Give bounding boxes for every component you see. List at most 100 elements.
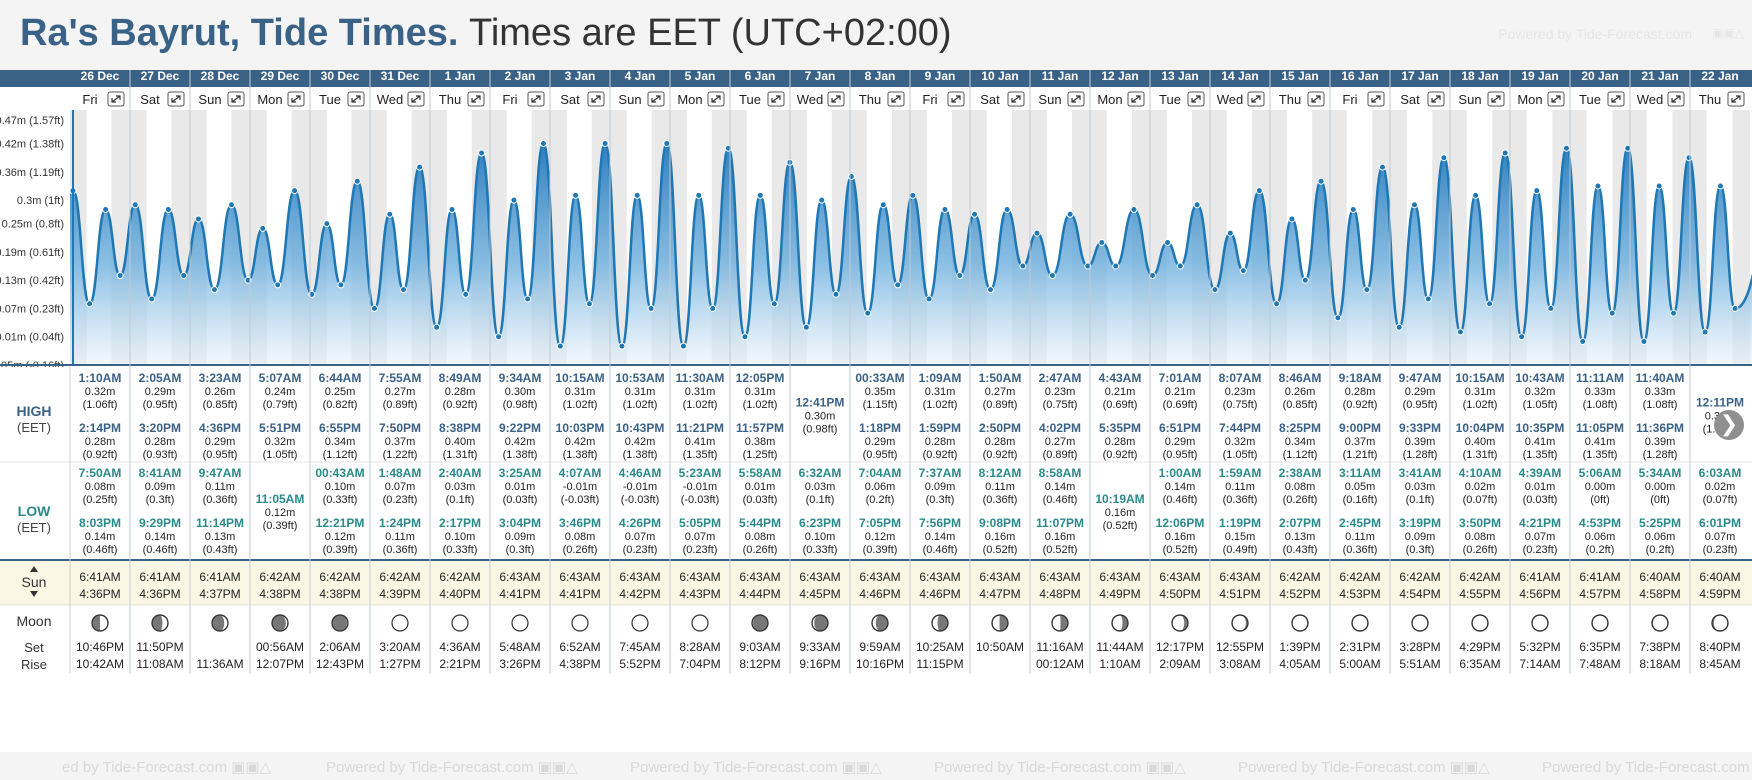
sunset-time: 4:59PM	[1699, 587, 1740, 601]
high-tide-height-ft: (1.05ft)	[1223, 449, 1258, 461]
moon-phase-icon	[331, 614, 349, 632]
low-tide-height-ft: (-0.03ft)	[621, 494, 660, 506]
low-tide-point	[1363, 286, 1371, 294]
high-tide-time: 11:30AM	[676, 371, 725, 385]
high-tide-height-m: 0.32m	[1525, 386, 1556, 398]
high-tide-height-ft: (1.05ft)	[1523, 399, 1558, 411]
high-tide-height-m: 0.33m	[1585, 386, 1616, 398]
day-of-week: Mon	[257, 92, 282, 107]
high-tide-height-m: 0.27m	[385, 386, 416, 398]
low-tide-point	[400, 286, 407, 294]
day-date: 26 Dec	[81, 70, 120, 83]
low-tide-height-ft: (0.46ft)	[1163, 494, 1198, 506]
location-title: Ra's Bayrut, Tide Times.	[20, 12, 459, 54]
low-tide-height-ft: (0.2ft)	[1586, 544, 1615, 556]
moon-outline	[271, 614, 289, 632]
expand-icon	[1371, 95, 1381, 103]
sunset-time: 4:46PM	[859, 587, 900, 601]
high-tide-height-m: 0.38m	[745, 436, 776, 448]
day-of-week: Mon	[1097, 92, 1122, 107]
high-tide-height-m: 0.42m	[625, 436, 656, 448]
sunrise-time: 6:41AM	[1579, 570, 1620, 584]
low-tide-height-m: 0.13m	[205, 531, 236, 543]
low-tide-height-ft: (0.26ft)	[1463, 544, 1498, 556]
high-tide-height-ft: (0.95ft)	[863, 449, 898, 461]
moonrise-time: 4:05AM	[1279, 657, 1320, 671]
high-tide-time: 8:25PM	[1279, 421, 1321, 435]
sunset-time: 4:41PM	[559, 587, 600, 601]
low-tide-point	[1334, 314, 1342, 322]
low-tide-point	[556, 342, 564, 350]
day-of-week: Sat	[980, 92, 1000, 107]
moonrise-time: 3:08AM	[1219, 657, 1260, 671]
moon-outline	[151, 614, 169, 632]
moon-outline	[1051, 614, 1069, 632]
day-date: 11 Jan	[1042, 70, 1079, 83]
high-tide-point	[478, 149, 486, 157]
expand-icon	[1551, 95, 1561, 103]
high-tide-height-m: 0.23m	[1225, 386, 1256, 398]
high-tide-height-m: 0.23m	[1045, 386, 1076, 398]
moon-outline	[991, 614, 1009, 632]
low-tide-time: 9:47AM	[199, 466, 242, 480]
high-tide-height-ft: (0.82ft)	[323, 399, 358, 411]
high-tide-point	[1379, 163, 1386, 171]
high-tide-height-ft: (0.92ft)	[923, 449, 958, 461]
low-tide-time: 7:56PM	[919, 516, 961, 530]
high-tide-time: 9:18AM	[1339, 371, 1382, 385]
low-tide-point	[371, 304, 378, 312]
high-tide-time: 11:36PM	[1636, 421, 1684, 435]
low-tide-time: 9:08PM	[979, 516, 1021, 530]
high-tide-time: 7:50PM	[379, 421, 421, 435]
low-tide-height-m: 0.02m	[1705, 481, 1736, 493]
high-tide-time: 5:07AM	[259, 371, 302, 385]
moon-outline	[931, 614, 949, 632]
y-tick-label: 0.19m (0.61ft)	[0, 247, 64, 259]
moon-phase-icon	[1711, 614, 1729, 632]
expand-icon	[1011, 95, 1021, 103]
high-tide-time: 1:50AM	[979, 371, 1022, 385]
high-tide-height-ft: (0.75ft)	[1223, 399, 1258, 411]
high-tide-time: 4:43AM	[1099, 371, 1142, 385]
low-tide-height-ft: (0.3ft)	[1406, 544, 1435, 556]
expand-icon	[1491, 95, 1501, 103]
low-tide-height-m: 0.16m	[1165, 531, 1196, 543]
low-tide-height-ft: (0.23ft)	[1703, 544, 1738, 556]
moonset-time: 12:17PM	[1156, 640, 1204, 654]
low-tide-point	[1701, 328, 1709, 336]
moon-shadow	[212, 615, 225, 631]
low-tide-time: 8:58AM	[1039, 466, 1082, 480]
moon-phase-icon	[811, 614, 829, 632]
low-tide-time: 4:46AM	[619, 466, 662, 480]
high-tide-point	[353, 177, 361, 185]
moon-shadow	[1060, 615, 1068, 631]
low-row-tz: (EET)	[17, 520, 51, 535]
high-tide-time: 10:15AM	[1455, 371, 1504, 385]
low-tide-point	[1112, 262, 1120, 270]
high-tide-time: 7:01AM	[1159, 371, 1202, 385]
moonset-time: 11:16AM	[1036, 640, 1083, 654]
sunrise-time: 6:43AM	[799, 570, 840, 584]
high-row-tz: (EET)	[17, 420, 51, 435]
low-tide-time: 7:05PM	[859, 516, 901, 530]
high-tide-time: 6:44AM	[319, 371, 362, 385]
tide-chart: 0.47m (1.57ft) 0.42m (1.38ft) 0.36m (1.19f…	[0, 70, 1752, 673]
low-tide-point	[433, 323, 441, 331]
low-tide-point	[647, 304, 655, 312]
low-tide-height-m: 0.10m	[445, 531, 476, 543]
high-tide-time: 1:59PM	[919, 421, 961, 435]
footer-watermark: Powered by Tide-Forecast.com ▣▣△	[934, 759, 1186, 776]
day-column: 26 DecFri1:10AM0.32m(1.06ft)2:14PM0.28m(…	[76, 70, 125, 671]
high-tide-height-ft: (0.89ft)	[383, 399, 418, 411]
y-axis: 0.47m (1.57ft) 0.42m (1.38ft) 0.36m (1.19f…	[0, 115, 64, 372]
powered-by-icons: ▣▣△	[1712, 26, 1744, 40]
moon-outline	[1651, 614, 1669, 632]
high-tide-height-m: 0.31m	[745, 386, 776, 398]
high-tide-time: 10:43AM	[1515, 371, 1564, 385]
sunset-time: 4:49PM	[1099, 587, 1140, 601]
next-arrow-icon[interactable]: ❯	[1714, 410, 1744, 440]
high-tide-time: 10:53AM	[615, 371, 664, 385]
high-tide-point	[1472, 191, 1480, 199]
high-tide-height-m: 0.32m	[1225, 436, 1256, 448]
low-tide-point	[956, 271, 964, 279]
